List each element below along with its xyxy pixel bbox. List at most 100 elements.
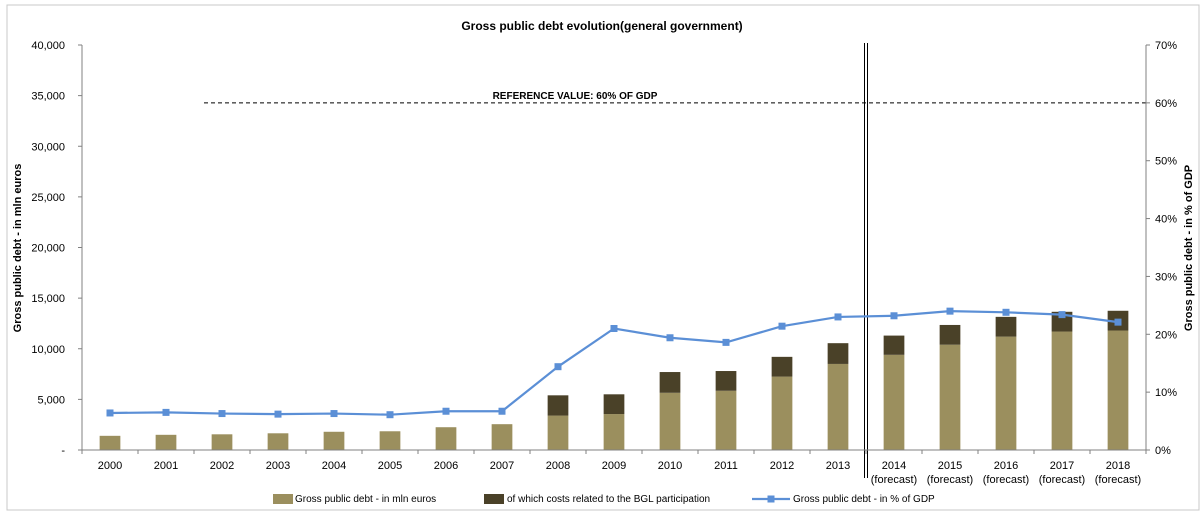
bar-debt-mln xyxy=(771,376,793,450)
point-debt-gdp xyxy=(498,407,506,415)
y-tick-label: 30,000 xyxy=(31,141,65,153)
point-debt-gdp xyxy=(1114,318,1122,326)
bar-debt-mln xyxy=(211,434,233,450)
x-tick-label: 2008 xyxy=(546,460,570,472)
point-debt-gdp xyxy=(274,410,282,418)
bar-debt-mln xyxy=(435,427,457,450)
point-debt-gdp xyxy=(442,407,450,415)
x-tick-label: (forecast) xyxy=(1095,474,1141,486)
legend-layer: Gross public debt - in mln euros of which… xyxy=(273,494,935,505)
y2-tick-label: 60% xyxy=(1155,98,1177,110)
y-tick-label: 10,000 xyxy=(31,344,65,356)
x-tick-label: 2001 xyxy=(154,460,178,472)
x-tick-label: 2004 xyxy=(322,460,346,472)
reference-label: REFERENCE VALUE: 60% OF GDP xyxy=(493,91,658,102)
y2-tick-label: 70% xyxy=(1155,40,1177,52)
point-debt-gdp xyxy=(610,325,618,332)
y-tick-label: 25,000 xyxy=(31,192,65,204)
bar-debt-mln xyxy=(939,344,961,450)
bars-layer xyxy=(99,310,1129,450)
bar-debt-mln xyxy=(379,431,401,450)
y2-tick-label: 30% xyxy=(1155,271,1177,283)
x-tick-label: (forecast) xyxy=(1039,474,1085,486)
y-axis-title: Gross public debt - in mln euros xyxy=(12,164,24,333)
x-tick-label: (forecast) xyxy=(927,474,973,486)
bar-bgl-costs xyxy=(771,356,793,377)
bar-debt-mln xyxy=(1107,330,1129,450)
point-debt-gdp xyxy=(890,312,898,320)
x-tick-label: 2013 xyxy=(826,460,850,472)
x-tick-label: 2006 xyxy=(434,460,458,472)
bar-debt-mln xyxy=(603,414,625,450)
bar-bgl-costs xyxy=(883,335,905,355)
bar-debt-mln xyxy=(323,431,345,450)
legend-label-bgl-costs: of which costs related to the BGL partic… xyxy=(507,494,710,505)
bar-bgl-costs xyxy=(939,324,961,345)
x-tick-label: (forecast) xyxy=(871,474,917,486)
x-tick-label: 2005 xyxy=(378,460,402,472)
bar-debt-mln xyxy=(715,390,737,450)
x-tick-label: 2007 xyxy=(490,460,514,472)
legend-swatch-bgl-costs xyxy=(484,494,504,504)
bar-debt-mln xyxy=(1051,331,1073,450)
y2-tick-label: 10% xyxy=(1155,387,1177,399)
bar-bgl-costs xyxy=(603,394,625,415)
x-tick-label: 2002 xyxy=(210,460,234,472)
bar-bgl-costs xyxy=(827,343,849,364)
bar-bgl-costs xyxy=(995,316,1017,337)
x-tick-label: 2015 xyxy=(938,460,962,472)
x-tick-label: 2011 xyxy=(714,460,738,472)
y2-tick-label: 50% xyxy=(1155,156,1177,168)
point-debt-gdp xyxy=(330,410,338,418)
bar-bgl-costs xyxy=(659,372,681,393)
x-tick-label: 2003 xyxy=(266,460,290,472)
bar-debt-mln xyxy=(491,424,513,450)
x-tick-label: 2017 xyxy=(1050,460,1074,472)
y2-axis-title: Gross public debt - in % of GDP xyxy=(1183,165,1195,331)
legend-label-debt-mln: Gross public debt - in mln euros xyxy=(295,494,436,505)
y-tick-label: 20,000 xyxy=(31,243,65,255)
point-debt-gdp xyxy=(162,408,170,416)
point-debt-gdp xyxy=(834,313,842,321)
y-tick-label: 5,000 xyxy=(37,394,65,406)
y-tick-label: 15,000 xyxy=(31,293,65,305)
x-tick-label: 2012 xyxy=(770,460,794,472)
bar-debt-mln xyxy=(995,336,1017,450)
y-tick-label: - xyxy=(61,445,65,457)
bar-bgl-costs xyxy=(715,371,737,391)
y-tick-label: 35,000 xyxy=(31,91,65,103)
bar-debt-mln xyxy=(883,354,905,450)
y2-tick-label: 0% xyxy=(1155,445,1171,457)
bar-bgl-costs xyxy=(547,395,569,416)
reference-layer: REFERENCE VALUE: 60% OF GDP xyxy=(204,43,1146,478)
bar-debt-mln xyxy=(547,415,569,450)
y-tick-label: 40,000 xyxy=(31,40,65,52)
bar-debt-mln xyxy=(267,433,289,450)
point-debt-gdp xyxy=(666,334,674,342)
point-debt-gdp xyxy=(1002,308,1010,316)
bar-debt-mln xyxy=(155,434,177,450)
x-tick-label: 2014 xyxy=(882,460,906,472)
bar-bgl-costs xyxy=(1051,311,1073,332)
bar-debt-mln xyxy=(827,363,849,450)
point-debt-gdp xyxy=(1058,311,1066,319)
legend-label-debt-gdp: Gross public debt - in % of GDP xyxy=(793,494,935,505)
bar-debt-mln xyxy=(99,435,121,450)
axes-layer: - 5,000 10,000 15,000 20,000 25,000 30,000 35,0… xyxy=(12,40,1195,486)
point-debt-gdp xyxy=(106,409,114,417)
legend-swatch-debt-mln xyxy=(273,494,293,504)
point-debt-gdp xyxy=(386,411,394,419)
point-debt-gdp xyxy=(218,410,226,418)
legend-marker-debt-gdp xyxy=(767,495,775,503)
point-debt-gdp xyxy=(722,338,730,346)
point-debt-gdp xyxy=(778,322,786,330)
y2-tick-label: 20% xyxy=(1155,329,1177,341)
x-tick-label: 2018 xyxy=(1106,460,1130,472)
chart-frame xyxy=(6,4,1200,511)
line-layer xyxy=(106,307,1122,419)
x-tick-label: 2010 xyxy=(658,460,682,472)
y2-tick-label: 40% xyxy=(1155,214,1177,226)
x-tick-label: 2009 xyxy=(602,460,626,472)
